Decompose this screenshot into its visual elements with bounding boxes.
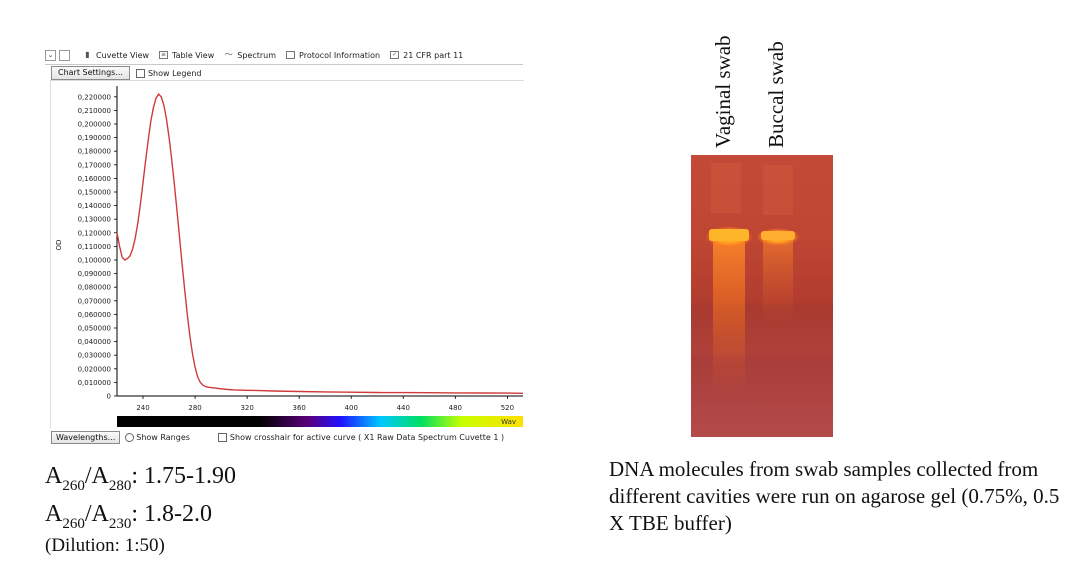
x-axis-label: Wav (501, 418, 516, 426)
y-tick-label: 0,210000 (78, 107, 111, 115)
ratio-sub: 230 (108, 516, 132, 532)
y-tick-label: 0,150000 (78, 189, 111, 197)
chevron-down-icon[interactable]: ⌄ (45, 49, 56, 61)
tab-protocol-information[interactable]: Protocol Information (286, 51, 380, 60)
tab-label: Protocol Information (299, 50, 381, 60)
y-axis-label: OD (55, 240, 63, 251)
x-tick-label: 480 (449, 404, 462, 412)
checkbox-icon: ✓ (390, 51, 400, 59)
tab-label: Cuvette View (96, 50, 150, 60)
lane-1-smear (713, 233, 745, 393)
agarose-gel-image (691, 155, 833, 437)
ratio-a: A (45, 501, 63, 527)
ratio-sub: 280 (108, 478, 132, 494)
view-toolbar: ⌄ ▮ Cuvette View ≡ Table View 〜 Spectrum… (45, 46, 523, 64)
tab-label: 21 CFR part 11 (403, 50, 464, 60)
tab-label: Table View (172, 50, 215, 60)
y-tick-label: 0,010000 (78, 379, 111, 387)
y-tick-label: 0,110000 (78, 243, 111, 251)
ratio-sub: 260 (62, 478, 85, 494)
new-document-icon[interactable] (59, 49, 70, 61)
tab-cuvette-view[interactable]: ▮ Cuvette View (83, 51, 149, 60)
y-tick-label: 0,220000 (78, 93, 111, 101)
y-tick-label: 0,140000 (78, 202, 111, 210)
gel-lanes-graphic (705, 163, 800, 393)
show-ranges-radio[interactable] (125, 432, 135, 442)
lane-2-smear (763, 235, 793, 325)
tab-spectrum[interactable]: 〜 Spectrum (224, 51, 276, 60)
absorbance-ratios: A260/A280: 1.75-1.90 A260/A230: 1.8-2.0 … (45, 462, 236, 556)
tab-21-cfr[interactable]: ✓ 21 CFR part 11 (390, 51, 463, 60)
x-tick-label: 240 (136, 404, 149, 412)
y-tick-label: 0,160000 (78, 175, 111, 183)
crosshair-checkbox[interactable] (217, 432, 227, 442)
y-tick-label: 0,050000 (78, 325, 111, 333)
tab-label: Spectrum (237, 50, 277, 60)
show-ranges-label: Show Ranges (136, 432, 190, 442)
y-tick-label: 0,170000 (78, 161, 111, 169)
y-tick-label: 0,080000 (78, 284, 111, 292)
tab-table-view[interactable]: ≡ Table View (159, 51, 214, 60)
ratio-mid: /A (84, 501, 109, 527)
spectrum-icon: 〜 (224, 50, 233, 59)
x-tick-label: 320 (240, 404, 253, 412)
y-tick-label: 0,060000 (78, 311, 111, 319)
protocol-icon (286, 51, 296, 59)
chart-bottom-bar: Wavelengths... Show Ranges Show crosshai… (51, 430, 505, 444)
cuvette-icon: ▮ (85, 50, 90, 59)
y-tick-label: 0,090000 (78, 270, 111, 278)
y-tick-label: 0,020000 (78, 365, 111, 373)
x-tick-label: 280 (188, 404, 201, 412)
x-tick-label: 520 (501, 404, 514, 412)
ratio-value: : 1.75-1.90 (131, 463, 237, 489)
ratio-260-280: A260/A280: 1.75-1.90 (45, 462, 236, 500)
wavelengths-button[interactable]: Wavelengths... (51, 430, 121, 444)
wavelength-color-bar (117, 416, 523, 427)
y-tick-label: 0,040000 (78, 338, 111, 346)
x-tick-label: 440 (397, 404, 410, 412)
ratio-mid: /A (84, 463, 109, 489)
table-icon: ≡ (159, 51, 169, 59)
y-tick-label: 0 (107, 393, 111, 401)
well-2 (763, 165, 793, 215)
y-tick-label: 0,180000 (78, 148, 111, 156)
well-1 (711, 163, 741, 213)
lane-label-buccal: Buccal swab (764, 41, 788, 148)
x-tick-label: 360 (292, 404, 305, 412)
ratio-value: : 1.8-2.0 (131, 501, 213, 527)
y-tick-label: 0,030000 (78, 352, 111, 360)
ratio-a: A (45, 463, 63, 489)
y-tick-label: 0,100000 (78, 257, 111, 265)
spectrum-line (116, 92, 523, 394)
y-tick-label: 0,130000 (78, 216, 111, 224)
show-legend-label: Show Legend (147, 68, 202, 78)
y-tick-label: 0,070000 (78, 297, 111, 305)
lane-1-band-core (709, 229, 749, 241)
toolbar-divider (45, 64, 523, 65)
lane-label-vaginal: Vaginal swab (711, 35, 735, 148)
gel-caption: DNA molecules from swab samples collecte… (609, 457, 1060, 535)
ratio-260-230: A260/A230: 1.8-2.0 (45, 500, 236, 538)
show-legend-checkbox[interactable] (135, 68, 145, 78)
y-tick-label: 0,190000 (78, 134, 111, 142)
y-tick-label: 0,200000 (78, 121, 111, 129)
y-tick-label: 0,120000 (78, 229, 111, 237)
plot-frame (50, 80, 524, 428)
chart-settings-row: Chart Settings... Show Legend (51, 66, 201, 80)
crosshair-option: Show crosshair for active curve ( X1 Raw… (217, 432, 505, 442)
lane-2-band-core (761, 231, 795, 240)
x-tick-label: 400 (345, 404, 358, 412)
ratio-sub: 260 (62, 516, 85, 532)
spectrum-chart[interactable]: 0,220000 0,210000 0,200000 0,190000 0,180000… (50, 80, 523, 427)
dilution-note: (Dilution: 1:50) (45, 535, 165, 556)
chart-settings-button[interactable]: Chart Settings... (51, 66, 130, 80)
crosshair-label: Show crosshair for active curve ( X1 Raw… (229, 432, 505, 442)
